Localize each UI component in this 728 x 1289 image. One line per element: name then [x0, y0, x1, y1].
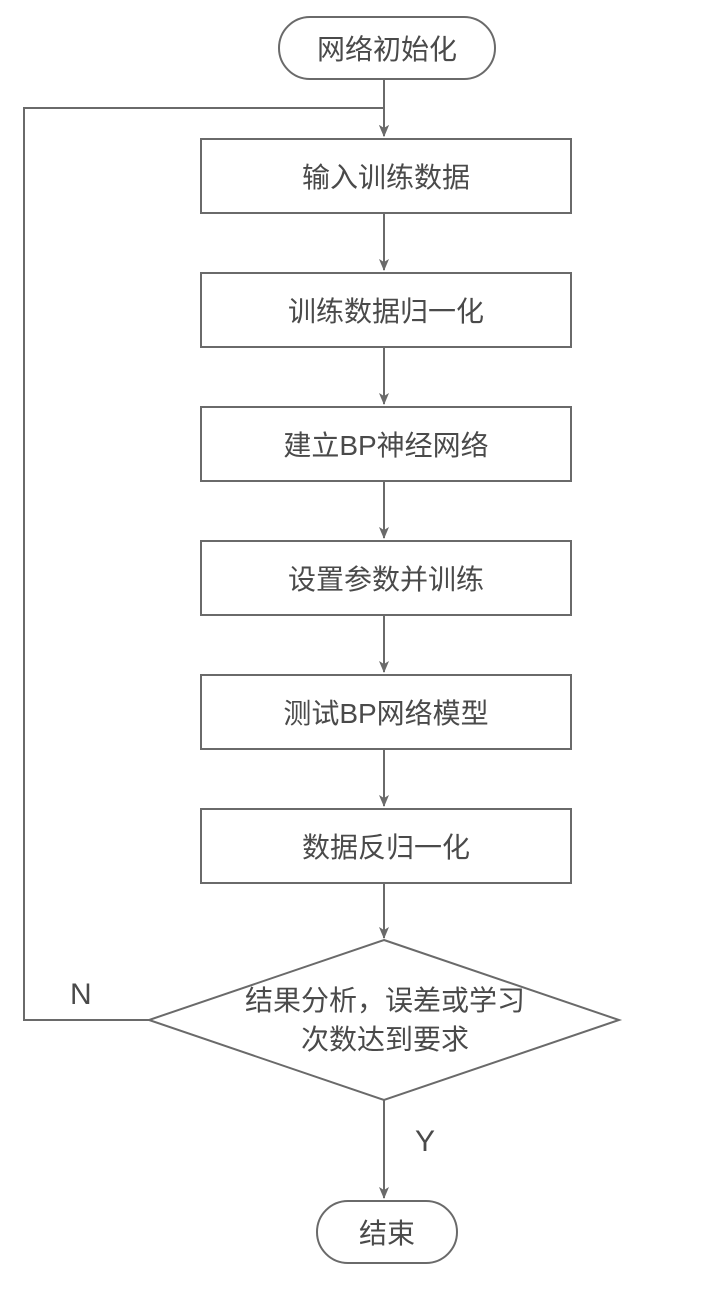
node-p4-label: 设置参数并训练 [288, 558, 484, 598]
node-end: 结束 [316, 1200, 458, 1264]
edge-label-yes: Y [415, 1125, 435, 1159]
node-p2: 训练数据归一化 [200, 272, 572, 348]
flowchart-canvas: 网络初始化 输入训练数据 训练数据归一化 建立BP神经网络 设置参数并训练 测试… [0, 0, 728, 1289]
node-p3-label: 建立BP神经网络 [283, 424, 488, 464]
node-end-label: 结束 [359, 1212, 415, 1252]
node-decision-label-line2: 次数达到要求 [301, 1020, 469, 1059]
node-p6: 数据反归一化 [200, 808, 572, 884]
node-decision-text: 结果分析，误差或学习 次数达到要求 [160, 972, 610, 1068]
node-start: 网络初始化 [278, 16, 496, 80]
node-p5: 测试BP网络模型 [200, 674, 572, 750]
node-p4: 设置参数并训练 [200, 540, 572, 616]
node-p1: 输入训练数据 [200, 138, 572, 214]
node-p6-label: 数据反归一化 [302, 826, 470, 866]
node-p2-label: 训练数据归一化 [288, 290, 484, 330]
node-p3: 建立BP神经网络 [200, 406, 572, 482]
node-decision-label-line1: 结果分析，误差或学习 [245, 981, 525, 1020]
edge-label-no: N [70, 978, 92, 1012]
node-p5-label: 测试BP网络模型 [283, 692, 488, 732]
node-start-label: 网络初始化 [317, 28, 457, 68]
node-p1-label: 输入训练数据 [302, 156, 470, 196]
